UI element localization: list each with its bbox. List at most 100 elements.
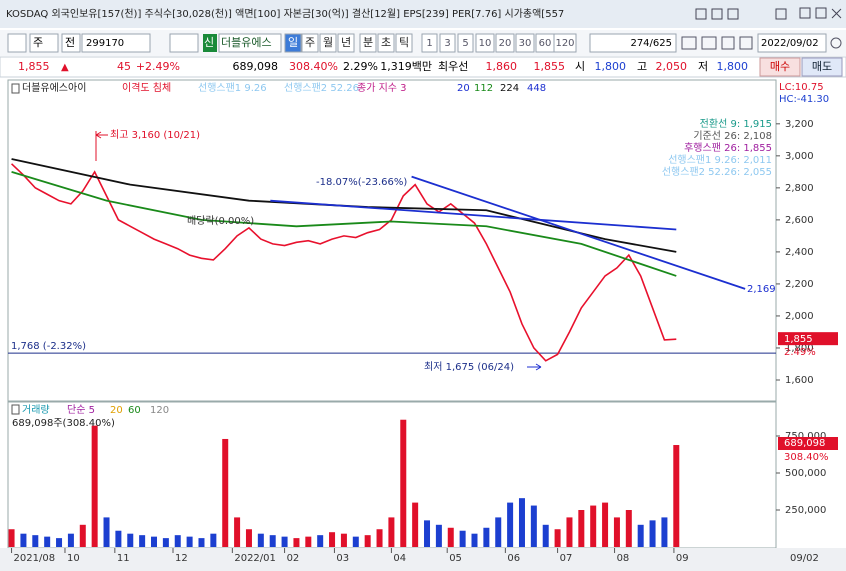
price-line — [11, 163, 677, 362]
code-input[interactable] — [81, 33, 151, 53]
interval-button[interactable] — [553, 33, 577, 53]
count-input[interactable] — [589, 33, 677, 53]
volume-bar — [67, 533, 74, 547]
buy[interactable]: 매수 — [770, 60, 790, 73]
price-tag: 1,855 — [784, 334, 813, 345]
period-button[interactable] — [377, 33, 395, 53]
date[interactable]: 2022/09/02 — [761, 38, 819, 49]
change: 45 — [117, 60, 131, 73]
period[interactable]: 틱 — [399, 36, 409, 49]
buy-button[interactable] — [759, 57, 801, 77]
volume-bar — [578, 510, 585, 547]
icon[interactable] — [721, 36, 735, 50]
period-button[interactable] — [284, 33, 302, 53]
interval[interactable]: 1 — [426, 38, 432, 49]
interval-button[interactable] — [475, 33, 495, 53]
market-select[interactable] — [29, 33, 59, 53]
volume-bar — [340, 533, 347, 547]
legend-entry: 이격도 침체 — [122, 81, 171, 94]
period-button[interactable] — [301, 33, 319, 53]
interval[interactable]: 60 — [539, 38, 552, 49]
x-tick-label: 2022/01 — [234, 553, 276, 564]
volume-bar — [198, 538, 205, 547]
x-tick-label: 10 — [67, 553, 80, 564]
volume-bar — [245, 529, 252, 547]
sell[interactable]: 매도 — [812, 60, 832, 73]
x-end-label: 09/02 — [790, 553, 819, 564]
interval-button[interactable] — [495, 33, 515, 53]
interval[interactable]: 5 — [462, 38, 468, 49]
icon[interactable] — [695, 8, 707, 20]
period[interactable]: 일 — [288, 35, 298, 49]
button[interactable] — [61, 33, 81, 53]
interval-button[interactable] — [421, 33, 438, 53]
trend-line — [270, 199, 677, 231]
volume-bar — [590, 505, 597, 547]
icon — [11, 83, 20, 94]
change-tag: 2.49% — [784, 347, 816, 358]
volume-bar — [483, 527, 490, 547]
period-button[interactable] — [395, 33, 413, 53]
sell-button[interactable] — [801, 57, 843, 77]
button[interactable] — [169, 33, 199, 53]
x-tick-label: 02 — [287, 553, 300, 564]
settings-icon[interactable] — [830, 37, 842, 49]
best-label: 최우선 — [438, 60, 468, 73]
interval[interactable]: 10 — [479, 38, 492, 49]
icon[interactable] — [701, 36, 717, 50]
icon[interactable] — [799, 7, 811, 19]
volume-bar — [293, 538, 300, 547]
period[interactable]: 주 — [305, 36, 315, 49]
volume-bar — [20, 533, 27, 547]
icon[interactable] — [739, 36, 753, 50]
period[interactable]: 분 — [363, 36, 373, 49]
interval[interactable]: 120 — [555, 38, 574, 49]
pct-tag: 308.40% — [784, 452, 829, 463]
legend-entry: 120 — [150, 405, 169, 416]
icon[interactable] — [815, 7, 827, 19]
interval[interactable]: 20 — [499, 38, 512, 49]
date-input[interactable] — [757, 33, 827, 53]
market[interactable]: 주 — [33, 36, 43, 49]
count[interactable]: 274/625 — [630, 38, 672, 49]
period-button[interactable] — [319, 33, 337, 53]
volume-bar — [625, 510, 632, 547]
low: 1,800 — [717, 60, 749, 73]
period[interactable]: 초 — [381, 36, 391, 49]
button[interactable] — [7, 33, 27, 53]
close-icon[interactable] — [831, 8, 842, 19]
code[interactable]: 299170 — [86, 38, 124, 49]
amount: 1,319백만 — [380, 60, 432, 73]
period-button[interactable] — [337, 33, 355, 53]
type[interactable]: 전 — [65, 36, 75, 49]
x-tick-label: 05 — [449, 553, 462, 564]
value-tag-bg — [778, 437, 838, 450]
interval-button[interactable] — [515, 33, 535, 53]
corner-label: LC:10.75 — [779, 82, 824, 93]
corner-label: HC:-41.30 — [779, 94, 829, 105]
interval-button[interactable] — [439, 33, 456, 53]
volume-bar — [649, 520, 656, 547]
interval-button[interactable] — [457, 33, 474, 53]
period-button[interactable] — [359, 33, 377, 53]
y-tick-label: 750,000 — [785, 431, 826, 442]
volume-subtitle: 689,098주(308.40%) — [12, 418, 115, 429]
open-label: 시 — [575, 60, 585, 73]
volume-bar — [305, 536, 312, 547]
icon[interactable] — [681, 36, 697, 50]
interval[interactable]: 30 — [519, 38, 532, 49]
period[interactable]: 년 — [341, 36, 351, 49]
icon[interactable] — [711, 8, 723, 20]
annotation: -18.07%(-23.66%) — [316, 177, 407, 188]
volume-bar — [459, 530, 466, 547]
icon[interactable] — [727, 8, 739, 20]
x-tick-label: 08 — [617, 553, 630, 564]
volume-bar — [637, 524, 644, 547]
volume-bar — [412, 502, 419, 547]
y-tick-label: 2,800 — [785, 183, 814, 194]
period[interactable]: 월 — [323, 36, 333, 49]
icon[interactable] — [775, 8, 787, 20]
y-tick-label: 1,600 — [785, 375, 814, 386]
legend-entry: 거래량 — [22, 404, 50, 416]
interval[interactable]: 3 — [444, 38, 450, 49]
